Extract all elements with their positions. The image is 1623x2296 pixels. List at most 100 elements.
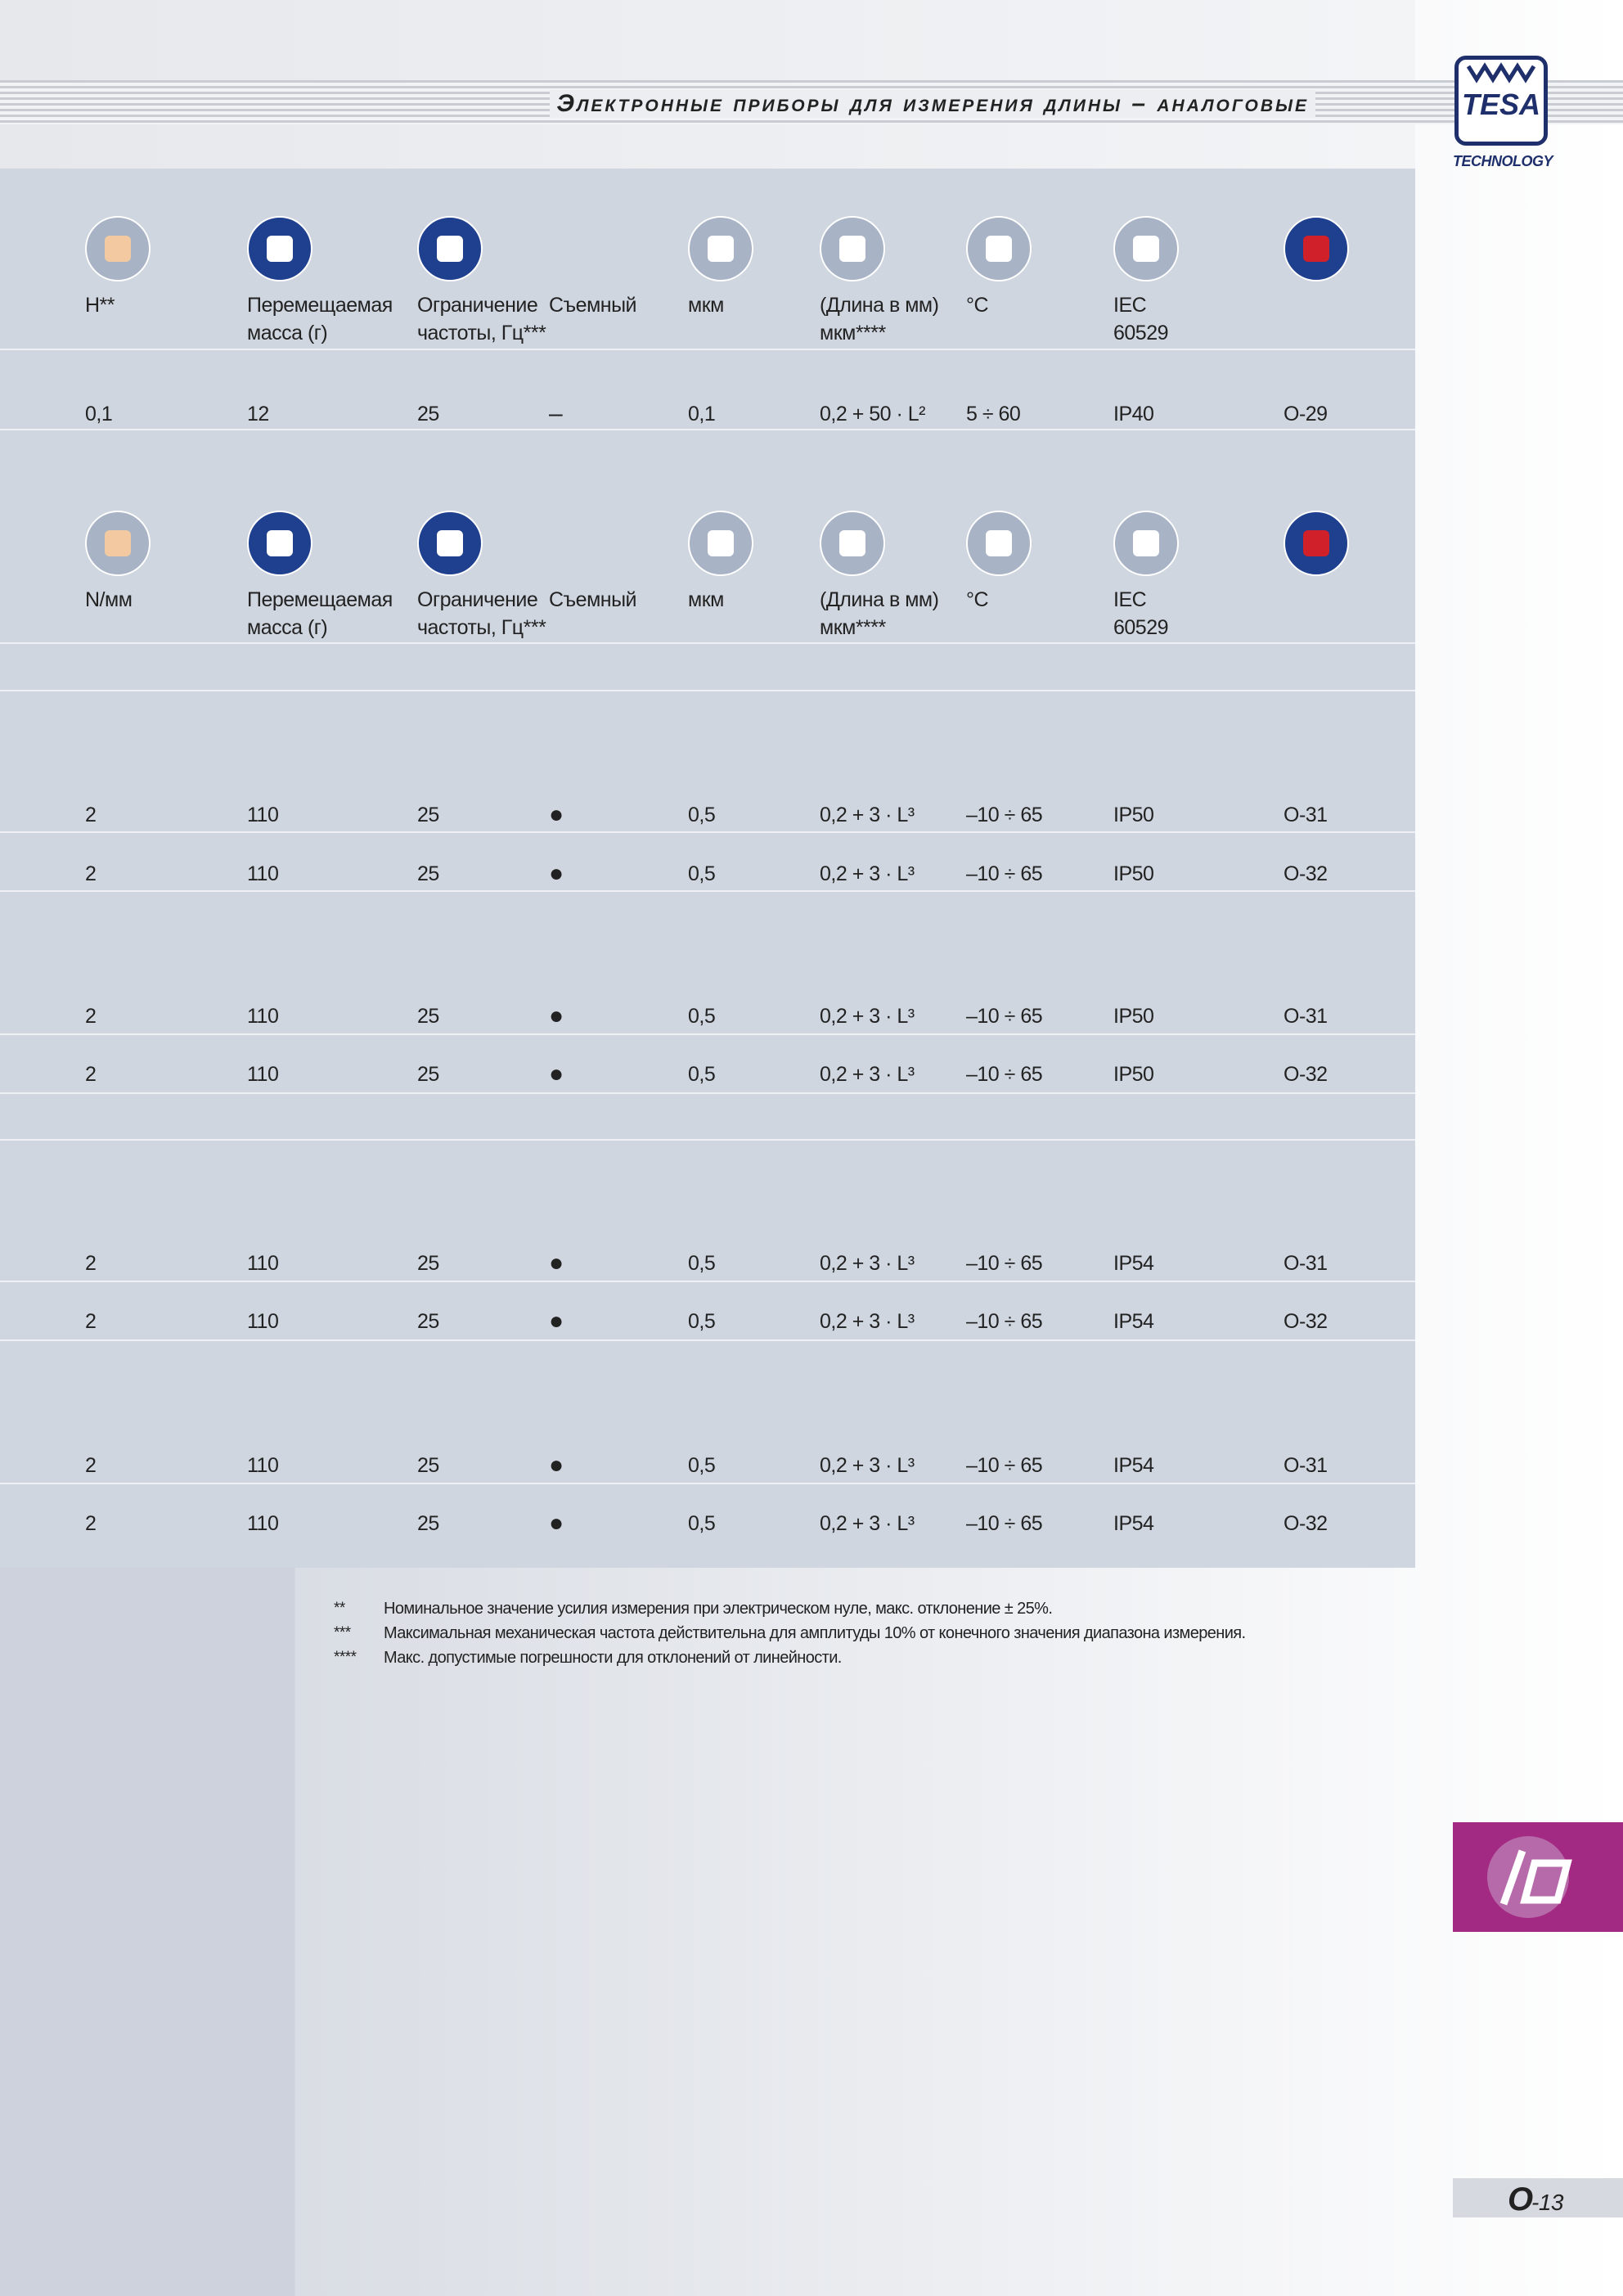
table-cell: O-32 xyxy=(1284,1512,1328,1535)
table-cell: 25 xyxy=(417,862,439,885)
row-divider xyxy=(0,1281,1415,1282)
table-cell: 0,5 xyxy=(688,1310,716,1333)
table-cell: 2 xyxy=(85,1063,97,1086)
table-cell: 0,2 + 3 · L³ xyxy=(820,1063,915,1086)
section-tab xyxy=(1453,1822,1623,1932)
table-cell: O-31 xyxy=(1284,1005,1328,1028)
table-cell: 0,1 xyxy=(688,403,716,425)
table-cell: 110 xyxy=(247,1005,279,1028)
table-cell: 0,5 xyxy=(688,804,716,826)
column-header: (Длина в мм) мкм**** xyxy=(820,588,939,639)
row-divider xyxy=(0,1033,1415,1035)
table-cell: 0,5 xyxy=(688,1252,716,1275)
icon-symbol xyxy=(1133,236,1159,262)
table-cell: 25 xyxy=(417,1310,439,1333)
table-cell: 110 xyxy=(247,804,279,826)
table-cell: 2 xyxy=(85,804,97,826)
table-cell: –10 ÷ 65 xyxy=(966,1310,1043,1333)
icon-symbol xyxy=(267,236,293,262)
table-cell: –10 ÷ 65 xyxy=(966,1005,1043,1028)
table-cell: ● xyxy=(549,1060,564,1087)
row-divider xyxy=(0,1139,1415,1141)
column-header: IEC 60529 xyxy=(1113,588,1169,639)
table-cell: 110 xyxy=(247,1512,279,1535)
column-header: мкм xyxy=(688,588,724,611)
page-section: O xyxy=(1508,2181,1533,2217)
table-cell: O-29 xyxy=(1284,403,1328,425)
table-cell: –10 ÷ 65 xyxy=(966,1252,1043,1275)
footnote-text: Макс. допустимые погрешности для отклоне… xyxy=(384,1649,842,1667)
table-cell: O-32 xyxy=(1284,1310,1328,1333)
table-cell: 25 xyxy=(417,1512,439,1535)
icon-symbol xyxy=(105,530,131,556)
table-cell: IP54 xyxy=(1113,1310,1154,1333)
table-cell: ● xyxy=(549,1308,564,1335)
table-cell: 25 xyxy=(417,1005,439,1028)
table-cell: 2 xyxy=(85,1310,97,1333)
table-cell: –10 ÷ 65 xyxy=(966,1454,1043,1477)
table-cell: 0,5 xyxy=(688,1454,716,1477)
footnote-mark: ** xyxy=(334,1600,345,1617)
table-cell: 12 xyxy=(247,403,269,425)
column-icon xyxy=(417,511,483,576)
row-divider xyxy=(0,890,1415,892)
footnote-text: Номинальное значение усилия измерения пр… xyxy=(384,1600,1053,1618)
table-cell: ● xyxy=(549,1249,564,1276)
table-cell: IP54 xyxy=(1113,1252,1154,1275)
table-cell: 25 xyxy=(417,403,439,425)
table-cell: 25 xyxy=(417,1454,439,1477)
table-cell: O-32 xyxy=(1284,1063,1328,1086)
table-cell: 0,2 + 3 · L³ xyxy=(820,804,915,826)
table-cell: 0,2 + 3 · L³ xyxy=(820,1454,915,1477)
icon-symbol xyxy=(839,530,865,556)
table-cell: ● xyxy=(549,1452,564,1479)
table-cell: O-31 xyxy=(1284,1454,1328,1477)
icon-symbol xyxy=(708,530,734,556)
table-cell: –10 ÷ 65 xyxy=(966,862,1043,885)
table-cell: 0,2 + 3 · L³ xyxy=(820,1005,915,1028)
row-divider xyxy=(0,429,1415,430)
table-cell: IP40 xyxy=(1113,403,1154,425)
footnote-mark: **** xyxy=(334,1649,357,1666)
icon-symbol xyxy=(708,236,734,262)
table-cell: 25 xyxy=(417,1252,439,1275)
column-header: Съемный xyxy=(549,294,637,317)
section-icon xyxy=(1487,1836,1572,1918)
icon-symbol xyxy=(1303,530,1329,556)
icon-symbol xyxy=(267,530,293,556)
column-header: Ограничение частоты, Гц*** xyxy=(417,588,546,639)
table-cell: – xyxy=(549,400,563,427)
table-cell: 110 xyxy=(247,862,279,885)
table-cell: 2 xyxy=(85,1512,97,1535)
table-cell: 0,2 + 3 · L³ xyxy=(820,1310,915,1333)
row-divider xyxy=(0,349,1415,350)
table-cell: 0,1 xyxy=(85,403,113,425)
row-divider xyxy=(0,690,1415,691)
table-cell: 2 xyxy=(85,1454,97,1477)
table-cell: 5 ÷ 60 xyxy=(966,403,1021,425)
table-cell: ● xyxy=(549,860,564,887)
table-cell: O-31 xyxy=(1284,804,1328,826)
column-header: Ограничение частоты, Гц*** xyxy=(417,294,546,344)
row-divider xyxy=(0,1092,1415,1094)
logo-subtitle: TECHNOLOGY xyxy=(1453,153,1553,169)
footnote-mark: *** xyxy=(334,1624,351,1641)
table-cell: 0,2 + 50 · L² xyxy=(820,403,926,425)
table-cell: 25 xyxy=(417,1063,439,1086)
logo: TESA xyxy=(1454,56,1548,146)
logo-text: TESA xyxy=(1461,88,1540,121)
icon-symbol xyxy=(105,236,131,262)
page-number-box xyxy=(1453,2178,1623,2217)
column-header: °C xyxy=(966,588,989,611)
icon-symbol xyxy=(839,236,865,262)
table-cell: ● xyxy=(549,801,564,828)
column-header: H** xyxy=(85,294,115,317)
column-header: мкм xyxy=(688,294,724,317)
table-cell: O-31 xyxy=(1284,1252,1328,1275)
icon-symbol xyxy=(437,236,463,262)
row-divider xyxy=(0,1483,1415,1484)
table-cell: 110 xyxy=(247,1063,279,1086)
table-cell: O-32 xyxy=(1284,862,1328,885)
table-cell: 0,2 + 3 · L³ xyxy=(820,1252,915,1275)
